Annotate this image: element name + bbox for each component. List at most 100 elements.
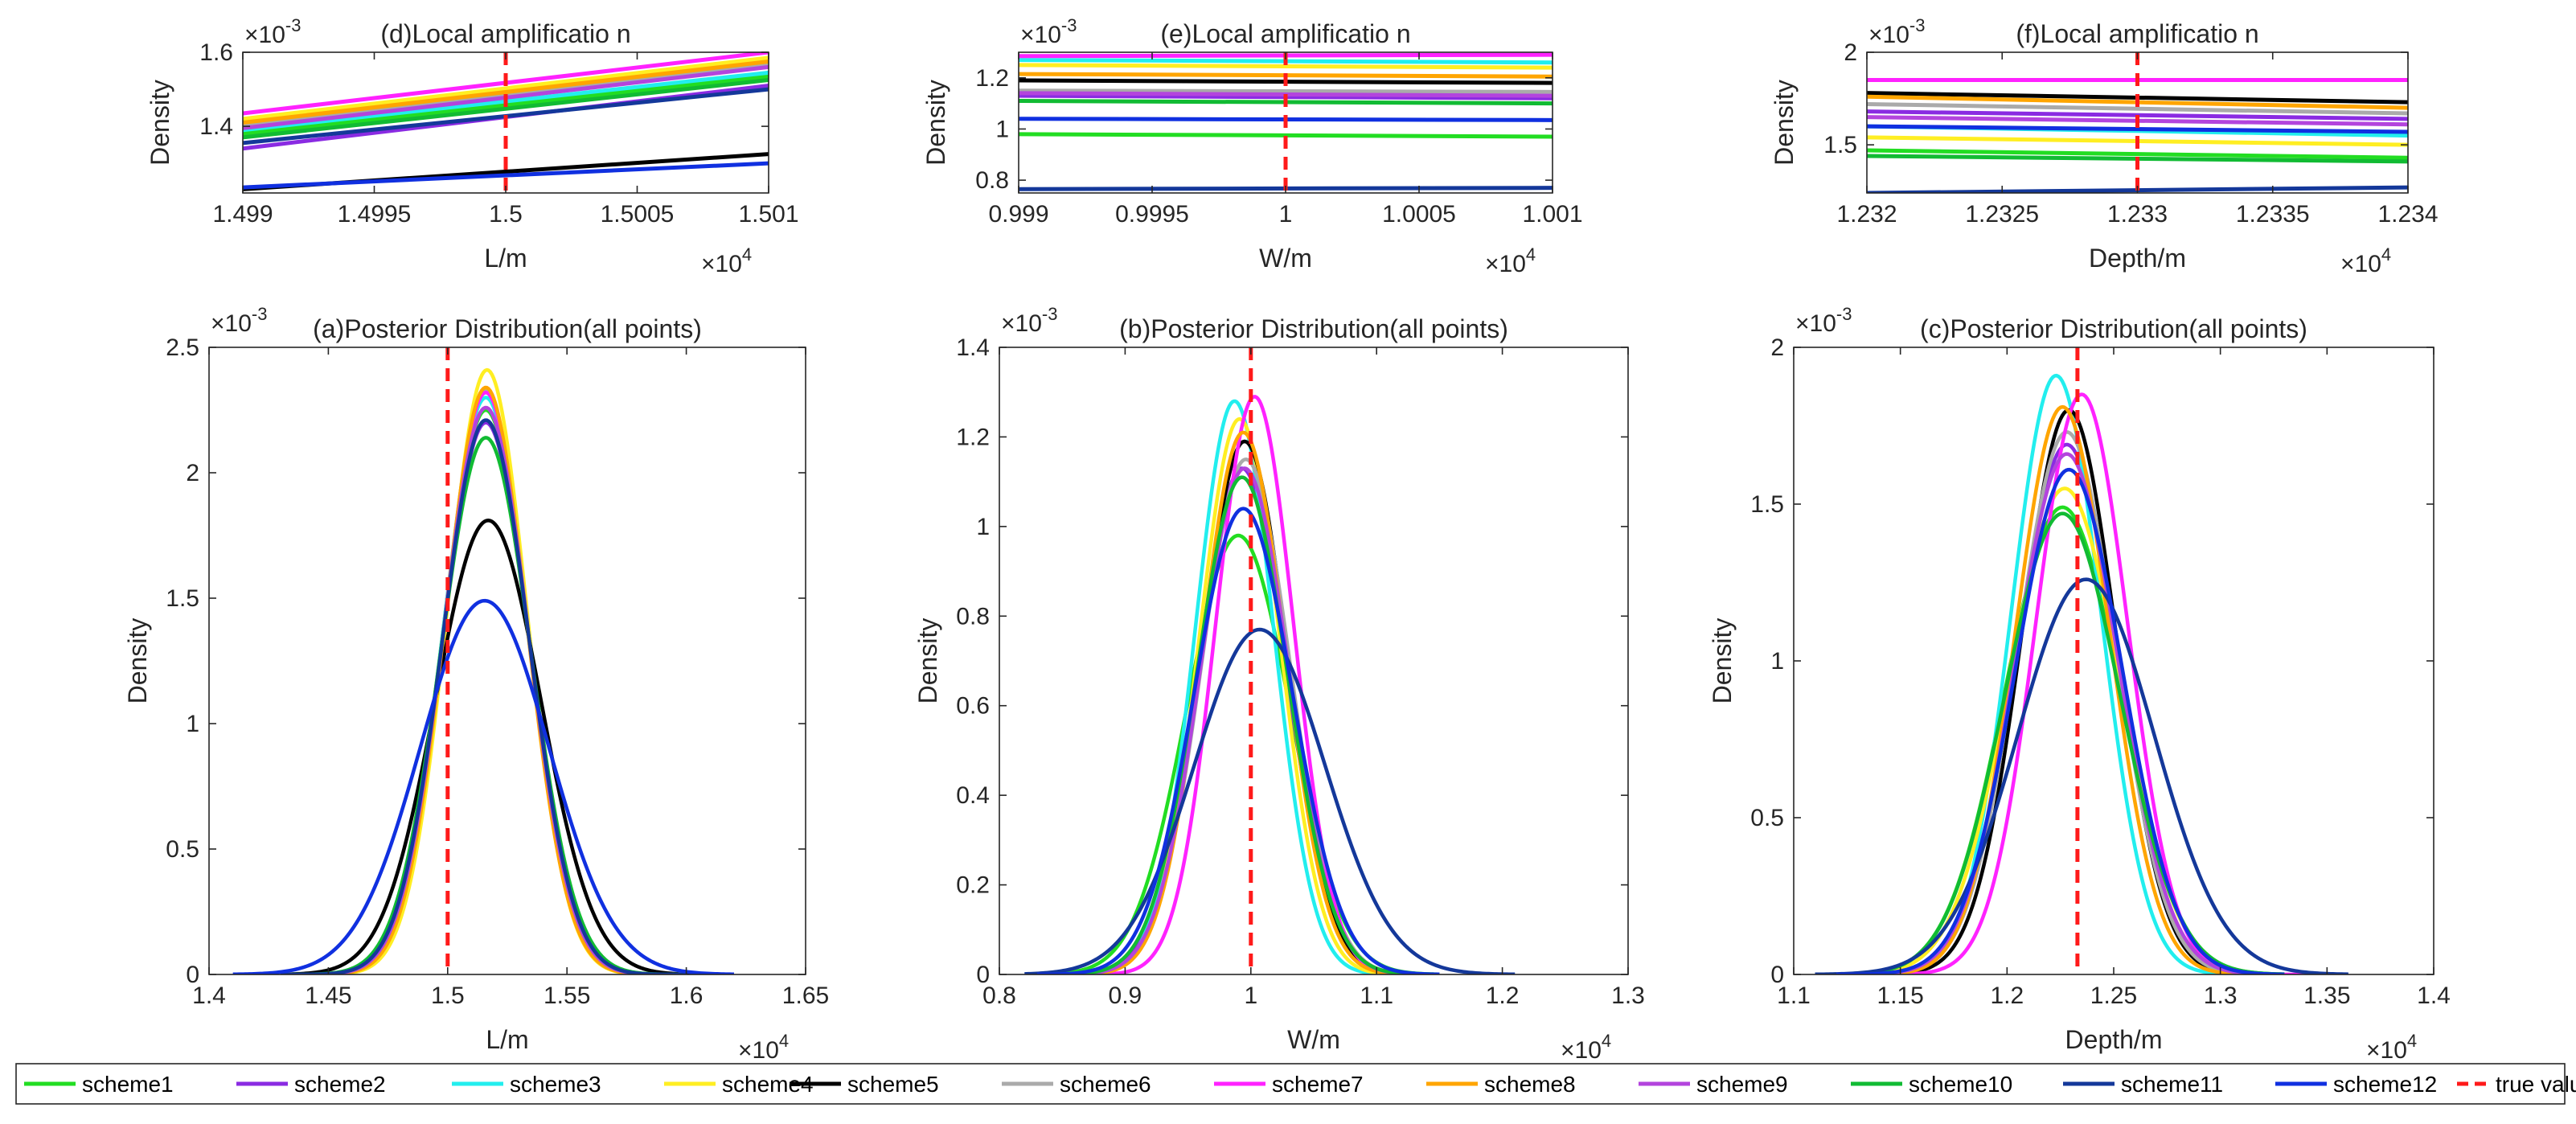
x-tick-label: 1.2325 (1965, 201, 2039, 228)
legend-item-scheme1: scheme1 (24, 1072, 174, 1097)
axes-frame (208, 347, 806, 975)
x-tick-label: 1.35 (2303, 982, 2350, 1009)
chart-title: (c)Posterior Distribution(all points) (1920, 314, 2307, 343)
x-tick-label: 1.2 (1990, 982, 2024, 1009)
chart-title: (e)Local amplificatio n (1160, 19, 1410, 48)
chart-title: (a)Posterior Distribution(all points) (313, 314, 702, 343)
x-axis-label: L/m (486, 1025, 528, 1054)
y-tick-label: 1.5 (1750, 491, 1784, 518)
axes-frame (999, 347, 1629, 975)
x-tick-label: 1.4995 (338, 201, 412, 228)
chart-title: (b)Posterior Distribution(all points) (1119, 314, 1508, 343)
series-line-scheme11 (1815, 577, 2348, 974)
series-line-scheme12 (232, 598, 734, 974)
y-tick-label: 0 (976, 962, 990, 988)
subplot-d: 1.499 1.4995 1.5 1.5005 1.501 1.4 1.6 (d)Local … (146, 15, 799, 277)
y-axis-label: Density (146, 80, 174, 166)
chart-title: (d)Local amplificatio n (380, 19, 630, 48)
y-tick-label: 1.5 (1823, 132, 1857, 158)
legend-label: scheme3 (510, 1072, 601, 1097)
y-tick-label: 1.4 (956, 334, 990, 361)
x-tick-label: 1.25 (2090, 982, 2137, 1009)
x-tick-label: 1.3 (2204, 982, 2238, 1009)
x-tick-label: 1.233 (2107, 201, 2168, 228)
subplot-e: 0.999 0.9995 1 1.0005 1.001 0.8 1 1.2 (e)Local a… (921, 15, 1583, 277)
y-axis-exponent: ×10-3 (1020, 15, 1077, 48)
x-axis-label: W/m (1259, 244, 1312, 273)
subplot-b: 0.8 0.9 1 1.1 1.2 1.3 0 0.2 0.4 0.6 0.8 1 1.2 1.4 (b)P… (913, 304, 1645, 1064)
series-line-scheme6 (1867, 101, 2408, 116)
x-tick-label: 1.55 (544, 982, 590, 1009)
legend-item-scheme5: scheme5 (790, 1072, 939, 1097)
x-tick-label: 1.3 (1611, 982, 1645, 1009)
x-tick-label: 1.234 (2377, 201, 2438, 228)
x-tick-label: 1.2335 (2236, 201, 2310, 228)
series-line-scheme8 (1836, 404, 2285, 974)
series-line-scheme12 (1836, 467, 2285, 974)
x-axis-exponent: ×104 (2340, 244, 2391, 277)
series-line-scheme1 (1867, 148, 2408, 160)
y-axis-label: Density (1770, 80, 1799, 166)
x-tick-label: 1.5 (489, 201, 523, 228)
legend-label: scheme9 (1696, 1072, 1788, 1097)
x-tick-label: 0.999 (988, 201, 1048, 228)
chart-title: (f)Local amplificatio n (2016, 19, 2258, 48)
series-line-scheme5 (281, 519, 711, 974)
series-line-scheme1 (1019, 132, 1553, 139)
y-tick-label: 2 (186, 460, 199, 486)
x-tick-label: 0.9995 (1115, 201, 1189, 228)
x-tick-label: 1.001 (1522, 201, 1582, 228)
y-axis-label: Density (921, 80, 950, 166)
x-tick-label: 1 (1279, 201, 1293, 228)
series-line-scheme12 (1036, 507, 1440, 974)
y-axis-label: Density (913, 618, 942, 704)
y-tick-label: 0 (186, 962, 199, 988)
series-line-scheme12 (1867, 124, 2408, 134)
subplot-f: 1.232 1.2325 1.233 1.2335 1.234 1.5 2 (f)Local … (1770, 15, 2439, 277)
y-axis-exponent: ×10-3 (1795, 304, 1852, 337)
series-group (232, 367, 734, 974)
y-tick-label: 1.2 (956, 424, 990, 450)
x-tick-label: 1.45 (305, 982, 351, 1009)
series-line-scheme4 (243, 55, 769, 121)
y-tick-label: 1.6 (199, 39, 233, 66)
x-tick-label: 1.2 (1486, 982, 1520, 1009)
x-tick-label: 1.499 (212, 201, 273, 228)
x-tick-label: 1.0005 (1382, 201, 1456, 228)
legend-label: scheme6 (1060, 1072, 1151, 1097)
y-tick-label: 0.5 (1750, 805, 1784, 831)
y-tick-label: 1.4 (199, 113, 233, 140)
x-tick-label: 1.4 (192, 982, 226, 1009)
y-tick-label: 0.2 (956, 872, 990, 899)
x-axis-exponent: ×104 (701, 244, 752, 277)
x-tick-label: 0.9 (1109, 982, 1142, 1009)
series-line-scheme4 (1019, 63, 1553, 70)
x-tick-label: 1.232 (1836, 201, 1897, 228)
legend-label: scheme5 (847, 1072, 939, 1097)
y-tick-label: 1 (1770, 648, 1784, 675)
y-tick-label: 0.8 (975, 167, 1009, 194)
x-tick-label: 1.5 (431, 982, 465, 1009)
x-axis-exponent: ×104 (1561, 1031, 1611, 1064)
legend-item-scheme2: scheme2 (236, 1072, 386, 1097)
y-tick-label: 1 (976, 514, 990, 540)
legend-label: scheme8 (1484, 1072, 1576, 1097)
series-line-scheme12 (243, 161, 769, 190)
y-axis-label: Density (123, 618, 152, 704)
x-axis-exponent: ×104 (738, 1031, 789, 1064)
x-axis-exponent: ×104 (2366, 1031, 2417, 1064)
y-tick-label: 1 (186, 711, 199, 737)
x-tick-label: 1.5005 (601, 201, 675, 228)
subplot-c: 1.1 1.15 1.2 1.25 1.3 1.35 1.4 0 0.5 1 1.5 2 (c)Post… (1708, 304, 2451, 1064)
y-axis-label: Density (1708, 618, 1737, 704)
legend-item-scheme10: scheme10 (1851, 1072, 2012, 1097)
x-tick-label: 1 (1244, 982, 1257, 1009)
x-tick-label: 0.8 (982, 982, 1016, 1009)
y-axis-exponent: ×10-3 (1868, 15, 1925, 48)
legend-label: scheme10 (1909, 1072, 2012, 1097)
x-axis-label: Depth/m (2089, 244, 2186, 273)
legend-item-scheme8: scheme8 (1426, 1072, 1576, 1097)
subplot-a: 1.4 1.45 1.5 1.55 1.6 1.65 0 0.5 1 1.5 2 2.5 (a)Post… (123, 304, 829, 1064)
series-line-scheme11 (1024, 627, 1516, 974)
x-tick-label: 1.65 (782, 982, 829, 1009)
